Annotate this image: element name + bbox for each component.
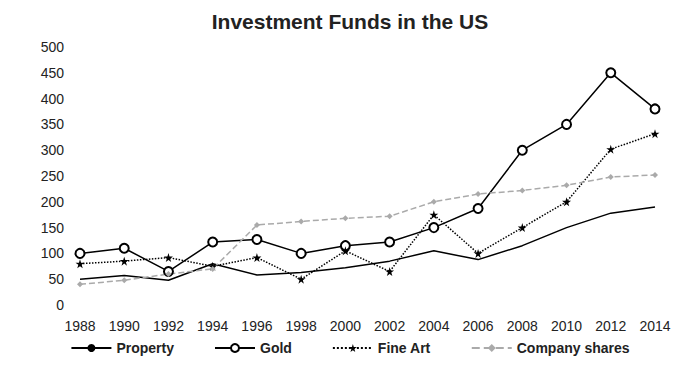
svg-text:Property: Property xyxy=(116,340,174,356)
svg-text:2010: 2010 xyxy=(551,318,582,334)
svg-text:2014: 2014 xyxy=(639,318,670,334)
svg-text:1998: 1998 xyxy=(286,318,317,334)
svg-text:300: 300 xyxy=(41,142,65,158)
svg-text:1992: 1992 xyxy=(153,318,184,334)
svg-text:100: 100 xyxy=(41,245,65,261)
svg-text:Company shares: Company shares xyxy=(517,340,630,356)
svg-text:200: 200 xyxy=(41,194,65,210)
svg-text:2004: 2004 xyxy=(418,318,449,334)
svg-text:1996: 1996 xyxy=(241,318,272,334)
svg-text:400: 400 xyxy=(41,91,65,107)
svg-text:2012: 2012 xyxy=(595,318,626,334)
svg-text:2006: 2006 xyxy=(462,318,493,334)
svg-text:1988: 1988 xyxy=(64,318,95,334)
svg-text:Fine Art: Fine Art xyxy=(378,340,431,356)
svg-text:350: 350 xyxy=(41,116,65,132)
svg-text:1994: 1994 xyxy=(197,318,228,334)
svg-text:Investment Funds in the US: Investment Funds in the US xyxy=(212,10,489,33)
svg-text:0: 0 xyxy=(56,297,64,313)
svg-text:450: 450 xyxy=(41,65,65,81)
svg-text:Gold: Gold xyxy=(260,340,292,356)
svg-text:2008: 2008 xyxy=(507,318,538,334)
svg-text:2000: 2000 xyxy=(330,318,361,334)
svg-text:500: 500 xyxy=(41,39,65,55)
svg-text:150: 150 xyxy=(41,220,65,236)
svg-text:50: 50 xyxy=(48,271,64,287)
svg-text:2002: 2002 xyxy=(374,318,405,334)
svg-text:250: 250 xyxy=(41,168,65,184)
svg-text:1990: 1990 xyxy=(109,318,140,334)
